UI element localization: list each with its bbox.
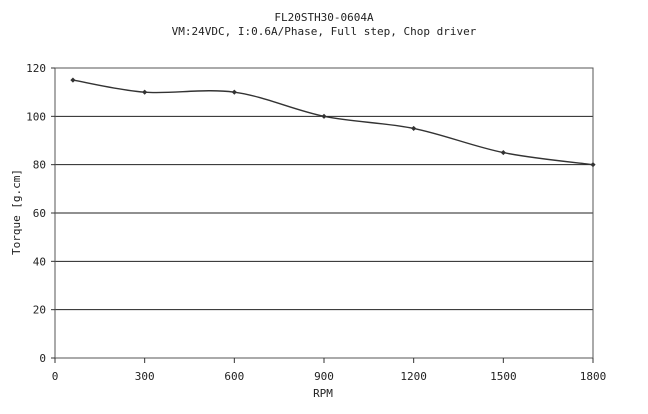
data-point [231, 89, 237, 95]
x-tick-label: 1200 [400, 370, 427, 383]
x-tick-label: 1500 [490, 370, 517, 383]
y-tick-label: 0 [39, 352, 46, 365]
y-tick-label: 120 [26, 62, 46, 75]
x-axis-ticks: 0 300 600 900 1200 1500 1800 [52, 358, 607, 383]
y-tick-label: 100 [26, 110, 46, 123]
y-tick-label: 80 [33, 159, 46, 172]
series-layer [70, 77, 596, 168]
data-point [590, 162, 596, 168]
y-tick-label: 40 [33, 255, 46, 268]
data-point [411, 125, 417, 132]
x-axis-label: RPM [313, 387, 333, 400]
y-tick-label: 60 [33, 207, 46, 220]
chart-subtitle: VM:24VDC, I:0.6A/Phase, Full step, Chop … [172, 25, 477, 38]
x-tick-label: 900 [314, 370, 334, 383]
data-point [500, 149, 506, 156]
series-line [72, 79, 594, 166]
x-tick-label: 0 [52, 370, 59, 383]
x-tick-label: 1800 [580, 370, 607, 383]
y-tick-label: 20 [33, 304, 46, 317]
chart-title: FL20STH30-0604A [274, 11, 374, 24]
gridlines [55, 115, 593, 311]
data-point [142, 89, 148, 95]
y-axis-ticks: 0 20 40 60 80 100 120 [26, 62, 55, 365]
data-point [70, 77, 76, 83]
y-axis-label: Torque [g.cm] [10, 169, 23, 255]
x-tick-label: 300 [135, 370, 155, 383]
data-point [321, 113, 327, 119]
x-tick-label: 600 [224, 370, 244, 383]
